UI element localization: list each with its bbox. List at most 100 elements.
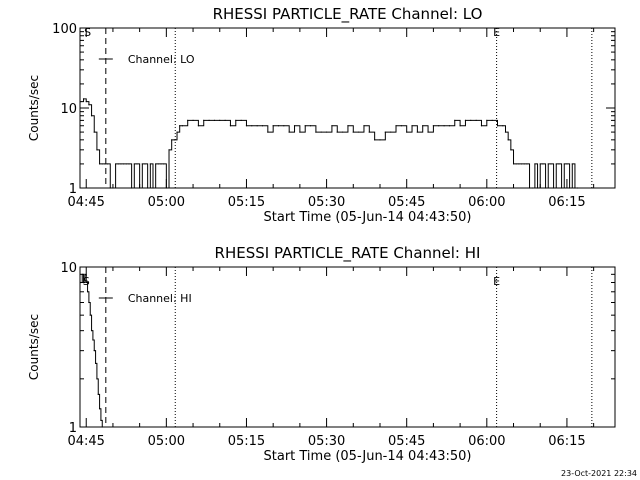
hi-chart-title: RHESSI PARTICLE_RATE Channel: HI xyxy=(215,244,481,263)
lo-xtick-label: 04:45 xyxy=(67,195,104,210)
hi-data-point xyxy=(92,339,94,341)
lo-data-point xyxy=(416,131,418,133)
lo-data-point xyxy=(208,119,210,121)
lo-data-point xyxy=(422,125,424,127)
lo-data-point xyxy=(574,187,576,189)
lo-channel-chart: RHESSI PARTICLE_RATE Channel: LO 1 10 100 Co… xyxy=(27,5,616,225)
lo-data-point xyxy=(125,163,127,165)
lo-marker-e: E xyxy=(493,26,500,39)
hi-data-point xyxy=(100,419,102,421)
lo-data-point xyxy=(267,131,269,133)
lo-data-point xyxy=(256,125,258,127)
lo-data-point xyxy=(560,187,563,189)
lo-data-point xyxy=(459,125,461,127)
hi-data-point xyxy=(97,393,99,395)
lo-data-point xyxy=(109,187,111,189)
lo-data-point xyxy=(552,187,555,189)
hi-xtick-label: 04:45 xyxy=(67,434,104,449)
lo-data-point xyxy=(531,187,533,189)
lo-data-point xyxy=(526,163,528,165)
hi-data-point xyxy=(90,330,93,332)
lo-data-point xyxy=(427,131,429,133)
lo-data-point xyxy=(454,119,456,121)
lo-data-point xyxy=(288,131,290,133)
lo-data-point xyxy=(480,125,483,127)
lo-data-point xyxy=(571,163,573,165)
lo-data-point xyxy=(512,163,515,165)
lo-data-point xyxy=(518,163,520,165)
lo-series-line xyxy=(80,98,578,189)
hi-plot-frame xyxy=(79,266,616,428)
lo-data-point xyxy=(224,119,226,121)
lo-data-point xyxy=(558,163,560,165)
hi-data-point xyxy=(93,350,95,352)
lo-data-point xyxy=(304,125,306,127)
lo-xtick-label: 06:15 xyxy=(548,195,585,210)
lo-data-point xyxy=(120,163,122,165)
lo-data-point xyxy=(395,125,397,127)
lo-data-point xyxy=(563,163,565,165)
lo-data-point xyxy=(555,163,557,165)
hi-data-point xyxy=(80,281,82,284)
lo-data-point xyxy=(368,131,370,133)
lo-data-point xyxy=(179,125,181,127)
hi-data-point xyxy=(98,408,101,410)
hi-xtick-label: 05:45 xyxy=(388,434,425,449)
lo-data-point xyxy=(542,163,544,165)
lo-data-point xyxy=(96,149,98,151)
lo-ylabel: Counts/sec xyxy=(27,75,41,141)
lo-data-point xyxy=(85,101,87,103)
lo-data-point xyxy=(309,125,312,127)
lo-data-point xyxy=(144,163,146,165)
lo-data-point xyxy=(88,104,90,106)
lo-data-point xyxy=(528,187,531,189)
hi-xtick-label: 05:00 xyxy=(148,434,185,449)
lo-data-point xyxy=(569,187,571,189)
lo-data-point xyxy=(240,119,242,121)
lo-data-point xyxy=(115,163,117,165)
hi-series-line xyxy=(80,273,103,427)
lo-data-point xyxy=(80,101,82,103)
lo-data-point xyxy=(550,163,552,165)
lo-data-point xyxy=(331,125,333,127)
hi-data-point xyxy=(89,314,91,316)
hi-data-point xyxy=(85,281,87,284)
lo-marker-s: S xyxy=(84,26,91,39)
lo-xtick-label: 06:00 xyxy=(468,195,505,210)
hi-data-point xyxy=(86,291,89,293)
lo-data-point xyxy=(192,119,194,121)
lo-data-point xyxy=(325,131,328,133)
lo-data-point xyxy=(106,163,109,165)
lo-data-point xyxy=(363,125,365,127)
lo-data-point xyxy=(390,131,392,133)
lo-data-point xyxy=(320,131,322,133)
hi-xlabel: Start Time (05-Jun-14 04:43:50) xyxy=(264,449,472,464)
lo-data-point xyxy=(181,125,183,127)
lo-xtick-label: 05:30 xyxy=(308,195,345,210)
lo-data-point xyxy=(283,125,285,127)
hi-xtick-label: 06:15 xyxy=(548,434,585,449)
hi-data-point xyxy=(81,273,83,275)
lo-chart-title: RHESSI PARTICLE_RATE Channel: LO xyxy=(213,5,483,24)
lo-ytick-label: 1 xyxy=(69,182,77,197)
lo-data-point xyxy=(147,187,149,189)
lo-data-point xyxy=(536,187,539,189)
lo-data-point xyxy=(379,139,381,141)
lo-data-point xyxy=(315,131,317,133)
lo-data-point xyxy=(203,119,205,121)
lo-data-point xyxy=(352,131,354,133)
lo-data-point xyxy=(213,119,216,121)
lo-data-point xyxy=(82,98,85,100)
lo-data-point xyxy=(432,125,435,127)
hi-xtick-label: 06:00 xyxy=(468,434,505,449)
lo-data-point xyxy=(173,139,175,141)
lo-data-point xyxy=(475,119,477,121)
lo-data-point xyxy=(197,125,199,127)
lo-data-point xyxy=(101,163,103,165)
lo-data-point xyxy=(261,125,264,127)
lo-data-point xyxy=(176,131,178,133)
lo-data-point xyxy=(235,119,237,121)
lo-data-point xyxy=(544,187,547,189)
lo-data-point xyxy=(336,131,338,133)
